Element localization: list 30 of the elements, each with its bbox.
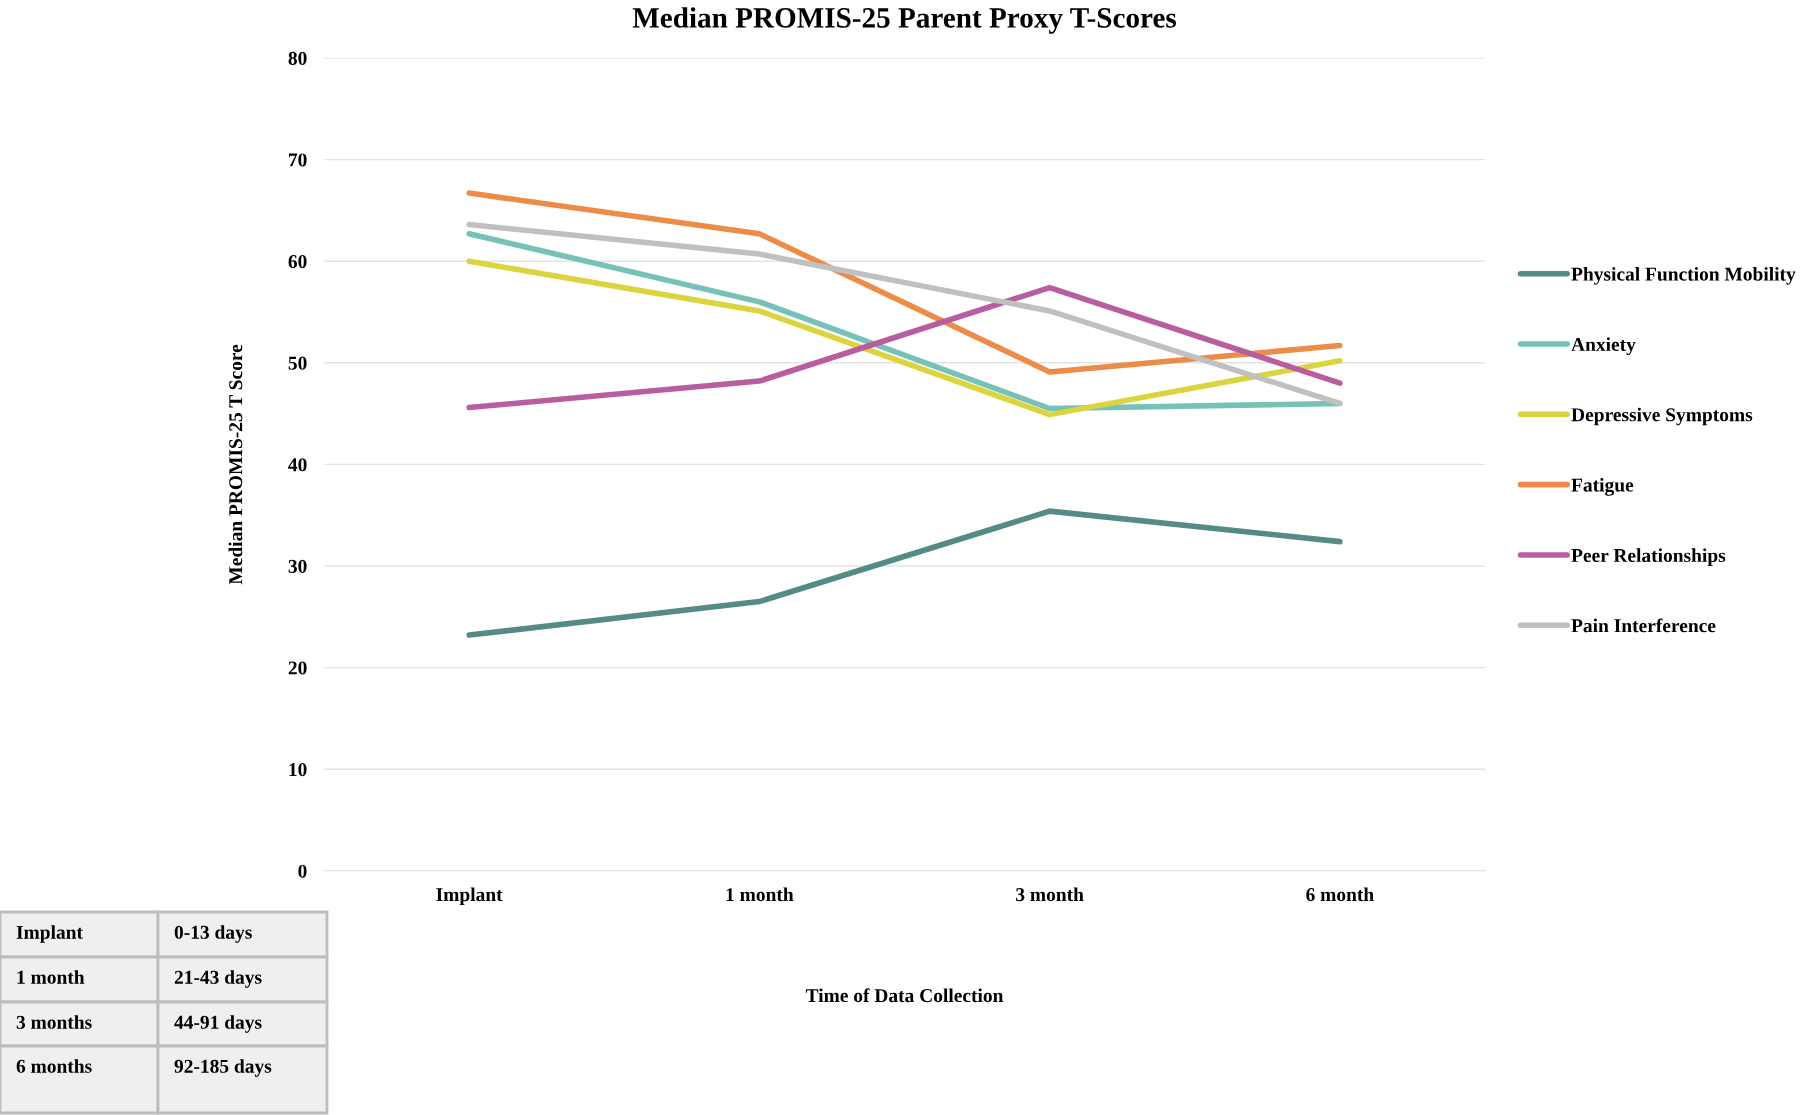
y-tick-label: 30 — [288, 559, 307, 573]
y-axis-title: Median PROMIS-25 T Score — [228, 344, 243, 585]
y-tick-label: 10 — [289, 763, 307, 777]
text: 44-91 days — [174, 1015, 262, 1033]
legend-label: Depressive Symptoms — [1571, 407, 1753, 426]
x-tick-label: 6 month — [1306, 887, 1374, 902]
y-tick-label: 0 — [298, 864, 307, 878]
x-axis-title: Time of Data Collection — [805, 988, 1004, 1003]
y-tick-label: 80 — [288, 51, 307, 65]
y-tick-label: 60 — [288, 255, 307, 269]
y-tick-label: 20 — [288, 661, 307, 675]
text: 0-13 days — [174, 925, 252, 943]
x-tick-label: 1 month — [726, 887, 794, 902]
x-tick-label: 3 month — [1016, 887, 1084, 902]
chart-title: Median PROMIS-25 Parent Proxy T-Scores — [632, 7, 1177, 34]
y-tick-label: 40 — [288, 458, 307, 472]
y-tick-label: 70 — [289, 153, 307, 167]
text: 92-185 days — [174, 1059, 272, 1077]
legend-label: Anxiety — [1571, 337, 1636, 356]
y-tick-label: 50 — [288, 356, 307, 370]
text: 3 months — [16, 1015, 92, 1029]
legend-label: Pain Interference — [1571, 618, 1716, 633]
legend-label: Fatigue — [1571, 477, 1634, 496]
text: 6 months — [16, 1059, 92, 1073]
legend-label: Peer Relationships — [1571, 548, 1726, 566]
x-tick-label: Implant — [436, 887, 503, 906]
legend-label: Physical Function Mobility — [1571, 267, 1796, 285]
text: 21-43 days — [174, 970, 262, 988]
text: 1 month — [17, 970, 85, 984]
text: Implant — [16, 925, 83, 943]
